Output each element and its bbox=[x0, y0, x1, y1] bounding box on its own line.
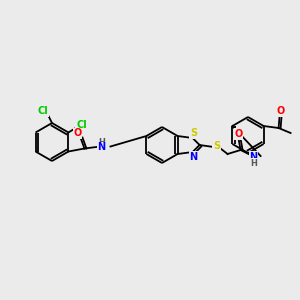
Text: N: N bbox=[190, 152, 198, 162]
Text: Cl: Cl bbox=[38, 106, 48, 116]
Text: H: H bbox=[250, 158, 257, 167]
Text: O: O bbox=[73, 128, 82, 139]
Text: N: N bbox=[98, 142, 106, 152]
Text: O: O bbox=[235, 129, 243, 139]
Text: H: H bbox=[98, 138, 105, 147]
Text: S: S bbox=[213, 141, 220, 151]
Text: O: O bbox=[277, 106, 285, 116]
Text: S: S bbox=[190, 128, 197, 138]
Text: N: N bbox=[250, 152, 258, 162]
Text: Cl: Cl bbox=[76, 121, 87, 130]
